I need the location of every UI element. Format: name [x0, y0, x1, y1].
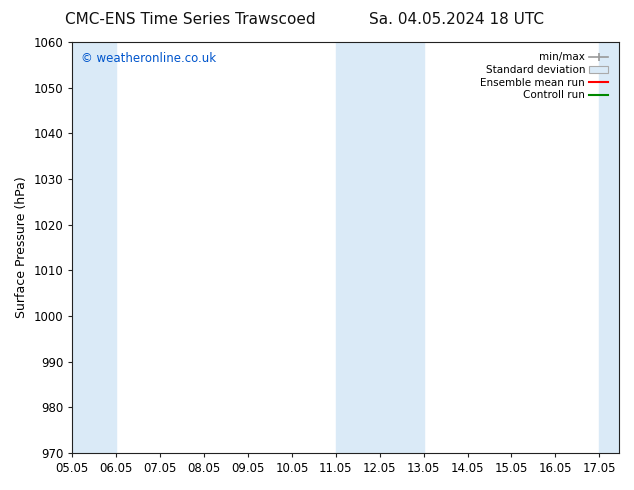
Text: Sa. 04.05.2024 18 UTC: Sa. 04.05.2024 18 UTC	[369, 12, 544, 27]
Y-axis label: Surface Pressure (hPa): Surface Pressure (hPa)	[15, 176, 28, 318]
Bar	[72, 42, 116, 453]
Bar	[599, 42, 619, 453]
Legend: min/max, Standard deviation, Ensemble mean run, Controll run: min/max, Standard deviation, Ensemble me…	[477, 49, 611, 103]
Text: © weatheronline.co.uk: © weatheronline.co.uk	[81, 52, 216, 65]
Text: CMC-ENS Time Series Trawscoed: CMC-ENS Time Series Trawscoed	[65, 12, 316, 27]
Bar	[336, 42, 424, 453]
